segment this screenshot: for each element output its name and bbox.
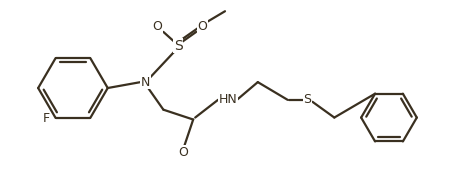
Text: F: F <box>43 112 50 125</box>
Text: S: S <box>303 93 311 106</box>
Text: O: O <box>178 146 188 159</box>
Text: N: N <box>141 76 150 89</box>
Text: O: O <box>197 20 207 33</box>
Text: O: O <box>153 20 162 33</box>
Text: S: S <box>174 39 183 53</box>
Text: HN: HN <box>219 93 237 106</box>
